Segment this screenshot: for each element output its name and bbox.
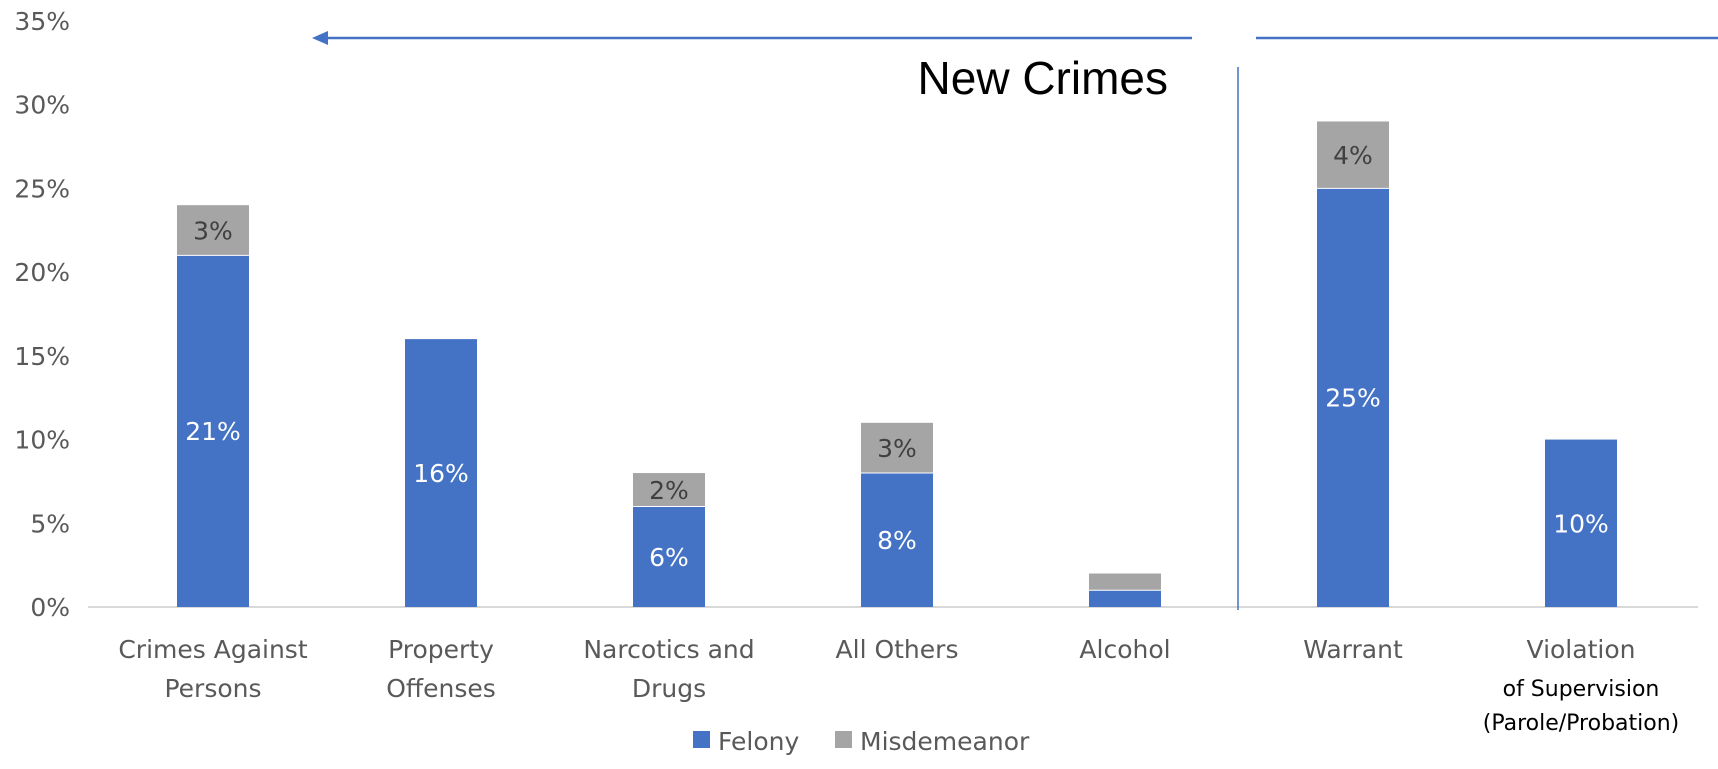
- annotation-group: New Crimes: [918, 52, 1168, 104]
- data-label-felony: 21%: [185, 417, 241, 446]
- data-labels-group: 21% 3% 16% 6% 2% 8% 3% 25% 4% 10%: [185, 141, 1609, 572]
- x-tick-label: Warrant: [1303, 635, 1403, 664]
- x-tick-label: of Supervision: [1503, 677, 1660, 702]
- y-tick-label: 0%: [30, 593, 70, 622]
- data-label-felony: 6%: [649, 543, 689, 572]
- y-tick-label: 5%: [30, 509, 70, 538]
- y-tick-label: 35%: [14, 7, 70, 36]
- bar-felony: [1089, 590, 1161, 607]
- data-label-misdemeanor: 3%: [877, 434, 917, 463]
- left-arrowhead: [312, 31, 328, 45]
- data-label-misdemeanor: 3%: [193, 216, 233, 245]
- y-tick-label: 20%: [14, 258, 70, 287]
- y-tick-label: 30%: [14, 91, 70, 120]
- bar-felony: [405, 339, 477, 607]
- x-tick-label: Narcotics and: [583, 635, 754, 664]
- bar-felony: [633, 506, 705, 607]
- y-tick-label: 10%: [14, 426, 70, 455]
- y-tick-label: 25%: [14, 174, 70, 203]
- legend: Felony Misdemeanor: [693, 727, 1030, 756]
- annotation-new-crimes: New Crimes: [918, 52, 1168, 104]
- bar-misdemeanor: [1317, 121, 1389, 189]
- x-tick-label: Alcohol: [1079, 635, 1170, 664]
- legend-label-felony: Felony: [718, 727, 799, 756]
- bar-felony: [1545, 439, 1617, 607]
- axes-group: 0% 5% 10% 15% 20% 25% 30% 35% Crimes Against Pers…: [14, 7, 1718, 736]
- data-label-misdemeanor: 2%: [649, 476, 689, 505]
- data-label-felony: 10%: [1553, 509, 1609, 538]
- legend-swatch-misdemeanor: [835, 731, 852, 748]
- bar-misdemeanor: [633, 473, 705, 507]
- x-tick-label: Violation: [1527, 635, 1636, 664]
- x-tick-label: Crimes Against: [118, 635, 307, 664]
- data-label-felony: 16%: [413, 459, 469, 488]
- data-label-felony: 8%: [877, 526, 917, 555]
- x-tick-label: Persons: [164, 674, 261, 703]
- data-label-misdemeanor: 4%: [1333, 141, 1373, 170]
- legend-label-misdemeanor: Misdemeanor: [860, 727, 1030, 756]
- bars-group: [177, 121, 1617, 607]
- bar-misdemeanor: [177, 205, 249, 256]
- y-tick-label: 15%: [14, 342, 70, 371]
- bar-felony: [177, 255, 249, 607]
- x-tick-label: All Others: [836, 635, 959, 664]
- bar-felony: [1317, 188, 1389, 607]
- x-tick-label: Property: [388, 635, 494, 664]
- data-label-felony: 25%: [1325, 384, 1381, 413]
- x-tick-label: Offenses: [386, 674, 496, 703]
- legend-swatch-felony: [693, 731, 710, 748]
- bar-misdemeanor: [861, 422, 933, 474]
- bar-misdemeanor: [1089, 573, 1161, 591]
- bar-felony: [861, 473, 933, 607]
- x-tick-label: Drugs: [632, 674, 706, 703]
- x-tick-label: (Parole/Probation): [1483, 711, 1680, 736]
